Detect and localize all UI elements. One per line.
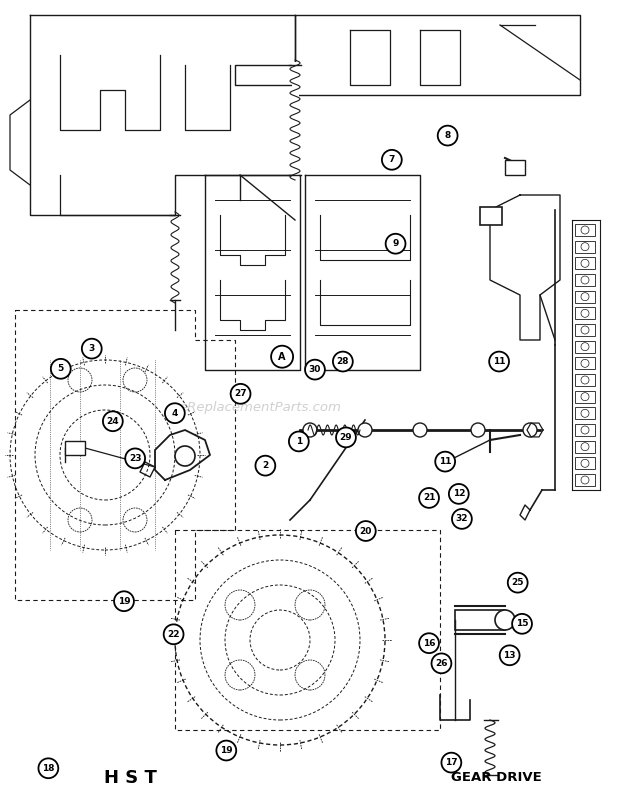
Bar xyxy=(575,441,595,453)
Bar xyxy=(65,441,85,455)
Circle shape xyxy=(435,452,455,471)
Text: 8: 8 xyxy=(445,131,451,140)
Circle shape xyxy=(336,428,356,447)
Text: 13: 13 xyxy=(503,650,516,660)
Bar xyxy=(575,224,595,236)
Text: 28: 28 xyxy=(337,357,349,366)
Text: 17: 17 xyxy=(445,758,458,767)
Circle shape xyxy=(303,423,317,437)
Text: A: A xyxy=(278,352,286,362)
Text: 32: 32 xyxy=(456,514,468,524)
Circle shape xyxy=(382,150,402,169)
Text: 19: 19 xyxy=(220,746,232,755)
Bar xyxy=(575,391,595,403)
Text: 30: 30 xyxy=(309,365,321,374)
Text: 29: 29 xyxy=(340,433,352,442)
Text: 11: 11 xyxy=(439,457,451,466)
Bar xyxy=(575,474,595,486)
Circle shape xyxy=(103,412,123,431)
Text: eReplacementParts.com: eReplacementParts.com xyxy=(179,401,342,414)
Circle shape xyxy=(356,521,376,541)
Circle shape xyxy=(489,352,509,371)
Bar xyxy=(575,291,595,303)
Text: 26: 26 xyxy=(435,659,448,668)
Circle shape xyxy=(125,449,145,468)
Text: GEAR DRIVE: GEAR DRIVE xyxy=(451,771,541,784)
Text: 22: 22 xyxy=(167,629,180,639)
Circle shape xyxy=(175,446,195,466)
Circle shape xyxy=(255,456,275,475)
Circle shape xyxy=(413,423,427,437)
Bar xyxy=(575,324,595,336)
Text: 2: 2 xyxy=(262,461,268,470)
Circle shape xyxy=(38,759,58,778)
Text: 15: 15 xyxy=(516,619,528,629)
Bar xyxy=(455,610,505,630)
Bar xyxy=(575,374,595,386)
Bar xyxy=(575,307,595,320)
Text: 16: 16 xyxy=(423,638,435,648)
Text: 21: 21 xyxy=(423,493,435,503)
Circle shape xyxy=(216,741,236,760)
Circle shape xyxy=(432,654,451,673)
Circle shape xyxy=(358,423,372,437)
Circle shape xyxy=(523,423,537,437)
Circle shape xyxy=(419,488,439,508)
Circle shape xyxy=(452,509,472,529)
Bar xyxy=(575,408,595,420)
Circle shape xyxy=(419,633,439,653)
Text: 11: 11 xyxy=(493,357,505,366)
Text: 18: 18 xyxy=(42,763,55,773)
Text: 1: 1 xyxy=(296,437,302,446)
Bar xyxy=(575,274,595,286)
Circle shape xyxy=(508,573,528,592)
Circle shape xyxy=(500,646,520,665)
Text: 4: 4 xyxy=(172,408,178,418)
Circle shape xyxy=(165,404,185,423)
Bar xyxy=(575,458,595,470)
Circle shape xyxy=(449,484,469,504)
Text: 24: 24 xyxy=(107,416,119,426)
Text: H S T: H S T xyxy=(104,769,157,787)
Bar xyxy=(575,240,595,253)
Bar xyxy=(480,207,502,225)
Circle shape xyxy=(333,352,353,371)
Bar xyxy=(505,160,525,175)
Text: 9: 9 xyxy=(392,239,399,249)
Bar xyxy=(575,257,595,270)
Circle shape xyxy=(289,432,309,451)
Circle shape xyxy=(164,625,184,644)
Circle shape xyxy=(438,126,458,145)
Bar xyxy=(575,424,595,436)
Text: 23: 23 xyxy=(129,454,141,463)
Circle shape xyxy=(51,359,71,378)
Text: 27: 27 xyxy=(234,389,247,399)
Circle shape xyxy=(305,360,325,379)
Text: 7: 7 xyxy=(389,155,395,165)
Text: 5: 5 xyxy=(58,364,64,374)
Bar xyxy=(575,341,595,353)
Circle shape xyxy=(82,339,102,358)
Circle shape xyxy=(386,234,405,253)
Circle shape xyxy=(512,614,532,633)
Circle shape xyxy=(231,384,250,404)
Circle shape xyxy=(114,592,134,611)
Circle shape xyxy=(441,753,461,772)
Circle shape xyxy=(471,423,485,437)
Text: 3: 3 xyxy=(89,344,95,353)
Text: 25: 25 xyxy=(512,578,524,587)
Circle shape xyxy=(495,610,515,630)
Text: 20: 20 xyxy=(360,526,372,536)
Bar xyxy=(575,358,595,370)
Text: 19: 19 xyxy=(118,596,130,606)
Text: 12: 12 xyxy=(453,489,465,499)
